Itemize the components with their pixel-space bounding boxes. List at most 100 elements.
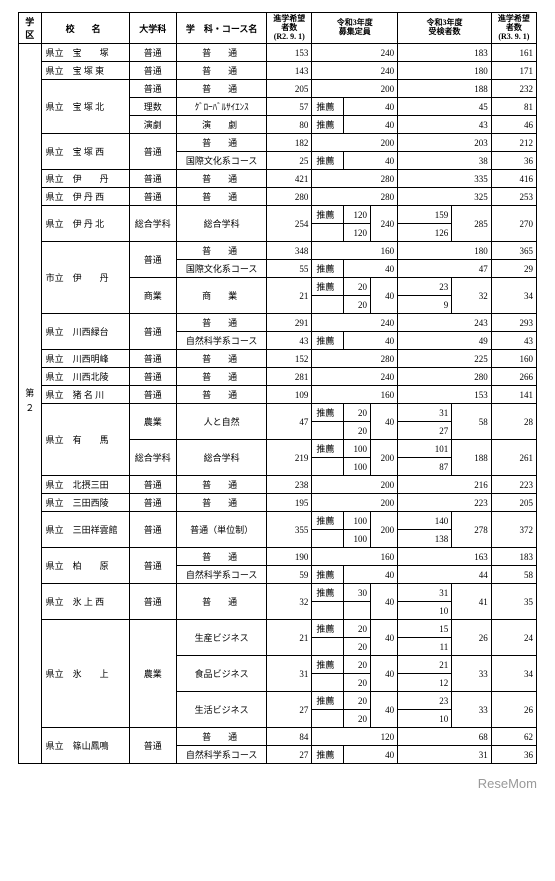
val: 47: [398, 260, 492, 278]
val: 41: [452, 584, 492, 620]
val: 293: [491, 314, 536, 332]
suisen: 推薦: [312, 404, 344, 422]
val: 232: [491, 80, 536, 98]
val: 29: [491, 260, 536, 278]
val: 100: [343, 530, 370, 548]
table-row: 県立 宝 塚 北 普通 普 通 205 200 188 232: [19, 80, 537, 98]
val: 31: [398, 584, 452, 602]
val: 240: [371, 206, 398, 242]
val: 160: [312, 242, 398, 260]
val: 32: [452, 278, 492, 314]
val: 20: [343, 656, 370, 674]
major: 普通: [129, 368, 176, 386]
val: 10: [398, 710, 452, 728]
val: 253: [491, 188, 536, 206]
val: 31: [398, 404, 452, 422]
col-major: 大学科: [129, 13, 176, 44]
course: 普 通: [176, 494, 266, 512]
table-row: 県立 柏 原 普通 普 通 190 160 163 183: [19, 548, 537, 566]
school: 県立 有 馬: [41, 404, 129, 476]
val: 81: [491, 98, 536, 116]
course: 生活ビジネス: [176, 692, 266, 728]
val: 225: [398, 350, 492, 368]
col-course: 学 科・コース名: [176, 13, 266, 44]
school: 県立 猪 名 川: [41, 386, 129, 404]
val: 109: [267, 386, 312, 404]
district-cell: 第２: [19, 44, 42, 764]
major: 普通: [129, 188, 176, 206]
val: 280: [312, 350, 398, 368]
val: 141: [491, 386, 536, 404]
col-school: 校 名: [41, 13, 129, 44]
val: 43: [491, 332, 536, 350]
val: 23: [398, 278, 452, 296]
val: 200: [312, 476, 398, 494]
table-row: 県立 北摂三田 普通 普 通 238 200 216 223: [19, 476, 537, 494]
table-row: 県立 三田西陵 普通 普 通 195 200 223 205: [19, 494, 537, 512]
table-row: 県立 伊 丹 北 総合学科 総合学科 254 推薦120 240 159 285…: [19, 206, 537, 224]
val: 12: [398, 674, 452, 692]
major: 普通: [129, 494, 176, 512]
val: 20: [343, 710, 370, 728]
val: 31: [398, 746, 492, 764]
course: 普 通: [176, 728, 266, 746]
val: 159: [398, 206, 452, 224]
val: 372: [491, 512, 536, 548]
suisen: 推薦: [312, 440, 344, 458]
table-row: 県立 川西北陵 普通 普 通 281 240 280 266: [19, 368, 537, 386]
val: 188: [452, 440, 492, 476]
val: 46: [491, 116, 536, 134]
val: 57: [267, 98, 312, 116]
val: 40: [343, 260, 397, 278]
major: 普通: [129, 242, 176, 278]
suisen: 推薦: [312, 260, 344, 278]
val: 35: [491, 584, 536, 620]
val: 40: [371, 656, 398, 692]
val: 25: [267, 152, 312, 170]
val: 200: [312, 134, 398, 152]
major: 理数: [129, 98, 176, 116]
val: 49: [398, 332, 492, 350]
course: 総合学科: [176, 440, 266, 476]
suisen: 推薦: [312, 206, 344, 224]
val: 26: [491, 692, 536, 728]
val: 266: [491, 368, 536, 386]
val: 21: [267, 620, 312, 656]
school: 県立 篠山鳳鳴: [41, 728, 129, 764]
val: 280: [312, 170, 398, 188]
val: 205: [491, 494, 536, 512]
course: 普 通: [176, 242, 266, 260]
col-district: 学区: [19, 13, 42, 44]
val: 223: [398, 494, 492, 512]
val: 188: [398, 80, 492, 98]
val: 270: [491, 206, 536, 242]
val: 152: [267, 350, 312, 368]
val: 280: [267, 188, 312, 206]
val: 40: [371, 278, 398, 314]
major: 農業: [129, 620, 176, 728]
major: 演劇: [129, 116, 176, 134]
table-row: 市立 伊 丹 普通 普 通 348 160 180 365: [19, 242, 537, 260]
school: 県立 川西北陵: [41, 368, 129, 386]
val: 40: [343, 332, 397, 350]
val: 153: [398, 386, 492, 404]
suisen: 推薦: [312, 116, 344, 134]
val: 27: [267, 746, 312, 764]
val: 44: [398, 566, 492, 584]
val: 223: [491, 476, 536, 494]
course: 演 劇: [176, 116, 266, 134]
val: 280: [312, 188, 398, 206]
table-row: 県立 川西明峰 普通 普 通 152 280 225 160: [19, 350, 537, 368]
suisen: 推薦: [312, 512, 344, 530]
suisen: 推薦: [312, 656, 344, 674]
val: 36: [491, 152, 536, 170]
val: 421: [267, 170, 312, 188]
val: 120: [312, 728, 398, 746]
val: 9: [398, 296, 452, 314]
val: 143: [267, 62, 312, 80]
val: 205: [267, 80, 312, 98]
val: 36: [491, 746, 536, 764]
val: 33: [452, 656, 492, 692]
val: 40: [371, 404, 398, 440]
course: 普通（単位制）: [176, 512, 266, 548]
